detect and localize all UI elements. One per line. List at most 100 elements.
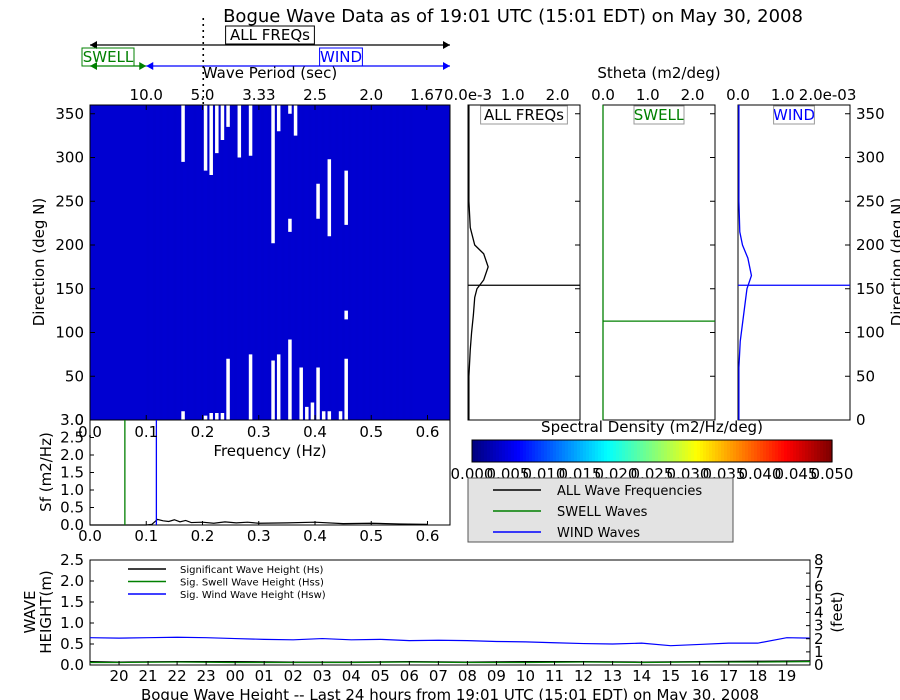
heatmap-y-tick-label: 250 bbox=[55, 192, 84, 210]
history-legend-entry: Sig. Wind Wave Height (Hsw) bbox=[180, 590, 326, 601]
colorbar-tick-label: 0.040 bbox=[739, 465, 782, 483]
history-x-tick-label: 21 bbox=[139, 667, 158, 685]
wind-label: WIND bbox=[320, 48, 362, 66]
stheta-x-tick-label: 0.0 bbox=[591, 86, 615, 104]
colorbar-segment bbox=[532, 440, 536, 462]
heatmap-x-tick-label: 0.0 bbox=[78, 423, 102, 441]
stheta-panel-title: WIND bbox=[773, 106, 815, 124]
sf-y-tick-label: 0.5 bbox=[60, 499, 84, 517]
heatmap-cell-column bbox=[355, 105, 359, 420]
heatmap-cell-column bbox=[247, 105, 251, 420]
heatmap-empty-cell bbox=[181, 411, 185, 420]
stheta-right-y-tick-label: 50 bbox=[856, 367, 875, 385]
period-tick-label: 2.0 bbox=[359, 86, 383, 104]
sf-x-tick-label: 0.2 bbox=[191, 527, 215, 545]
sf-spectrum-line bbox=[90, 518, 428, 526]
colorbar-segment bbox=[667, 440, 671, 462]
colorbar-segment bbox=[775, 440, 779, 462]
heatmap-cell-column bbox=[173, 105, 177, 420]
heatmap-cell-column bbox=[402, 105, 406, 420]
colorbar-segment bbox=[508, 440, 512, 462]
heatmap-x-tick-label: 0.4 bbox=[303, 423, 327, 441]
wind-label-box bbox=[319, 47, 363, 67]
swell-label-box bbox=[81, 47, 135, 67]
heatmap-cell-column bbox=[409, 105, 413, 420]
heatmap-empty-cell bbox=[338, 411, 343, 420]
colorbar-segment bbox=[742, 440, 746, 462]
colorbar-segment bbox=[541, 440, 545, 462]
period-tick-label: 5.0 bbox=[191, 86, 215, 104]
colorbar-label: Spectral Density (m2/Hz/deg) bbox=[541, 418, 763, 436]
sf-x-tick-label: 0.4 bbox=[303, 527, 327, 545]
colorbar-segment bbox=[601, 440, 605, 462]
colorbar-segment bbox=[631, 440, 635, 462]
heatmap-cell-column bbox=[220, 105, 224, 420]
heatmap-empty-cell bbox=[327, 411, 332, 420]
period-tick-label: 1.67 bbox=[410, 86, 443, 104]
colorbar-segment bbox=[694, 440, 698, 462]
wind-arrow-head-left bbox=[146, 62, 154, 70]
history-y2-tick-label: 4 bbox=[814, 604, 824, 622]
colorbar-segment bbox=[823, 440, 827, 462]
heatmap-y-tick-label: 300 bbox=[55, 149, 84, 167]
colorbar-segment bbox=[607, 440, 611, 462]
colorbar-segment bbox=[739, 440, 743, 462]
colorbar-segment bbox=[781, 440, 785, 462]
colorbar-segment bbox=[619, 440, 623, 462]
colorbar-segment bbox=[586, 440, 590, 462]
history-legend-entry: Significant Wave Height (Hs) bbox=[180, 565, 323, 576]
colorbar-frame bbox=[471, 439, 833, 463]
history-x-tick-label: 16 bbox=[690, 667, 709, 685]
stheta-right-y-tick-label: 350 bbox=[856, 105, 885, 123]
heatmap-cell-column bbox=[200, 105, 204, 420]
heatmap-x-tick-label: 0.5 bbox=[359, 423, 383, 441]
heatmap-x-tick-label: 0.1 bbox=[134, 423, 158, 441]
colorbar-segment bbox=[544, 440, 548, 462]
history-x-tick-label: 08 bbox=[458, 667, 477, 685]
stheta-x-tick-label: 1.0 bbox=[501, 86, 525, 104]
heatmap-y-tick-label: 0 bbox=[74, 411, 84, 429]
heatmap-cell-column bbox=[146, 105, 150, 420]
stheta-x-tick-label: 2.0 bbox=[681, 86, 705, 104]
heatmap-cell-column bbox=[254, 105, 258, 420]
colorbar-segment bbox=[613, 440, 617, 462]
heatmap-empty-cell bbox=[327, 159, 332, 237]
history-series-line bbox=[89, 636, 811, 647]
colorbar-segment bbox=[520, 440, 524, 462]
colorbar-segment bbox=[676, 440, 680, 462]
colorbar-segment bbox=[484, 440, 488, 462]
stheta-panel-title: ALL FREQs bbox=[484, 106, 564, 124]
all-freqs-label: ALL FREQs bbox=[230, 26, 310, 44]
colorbar-segment bbox=[487, 440, 491, 462]
colorbar-segment bbox=[496, 440, 500, 462]
colorbar-segment bbox=[481, 440, 485, 462]
colorbar-segment bbox=[499, 440, 503, 462]
heatmap-cell-column bbox=[227, 105, 231, 420]
colorbar-segment bbox=[475, 440, 479, 462]
colorbar-segment bbox=[640, 440, 644, 462]
history-y-tick-label: 0.0 bbox=[60, 656, 84, 674]
colorbar-segment bbox=[691, 440, 695, 462]
heatmap-empty-cell bbox=[237, 105, 242, 158]
colorbar-segment bbox=[649, 440, 653, 462]
all-freqs-arrow-head-right bbox=[443, 41, 450, 49]
heatmap-cell-column bbox=[166, 105, 170, 420]
history-y-axis-label-line1: WAVE bbox=[21, 590, 39, 633]
heatmap-cell-column bbox=[267, 105, 271, 420]
history-x-tick-label: 14 bbox=[632, 667, 651, 685]
colorbar-segment bbox=[766, 440, 770, 462]
spectral-density-colorbar: Spectral Density (m2/Hz/deg)0.0000.0050.… bbox=[451, 418, 854, 483]
history-y-tick-label: 2.5 bbox=[60, 551, 84, 569]
heatmap-y-tick-label: 50 bbox=[65, 367, 84, 385]
colorbar-segment bbox=[700, 440, 704, 462]
colorbar-segment bbox=[604, 440, 608, 462]
colorbar-segment bbox=[724, 440, 728, 462]
history-y2-tick-label: 5 bbox=[814, 590, 824, 608]
heatmap-cell-column bbox=[261, 105, 264, 420]
history-y-tick-label: 1.0 bbox=[60, 614, 84, 632]
legend-entry: SWELL Waves bbox=[557, 505, 648, 520]
colorbar-segment bbox=[808, 440, 812, 462]
colorbar-segment bbox=[718, 440, 722, 462]
stheta-x-tick-label: 1.0 bbox=[636, 86, 660, 104]
history-x-tick-label: 00 bbox=[226, 667, 245, 685]
